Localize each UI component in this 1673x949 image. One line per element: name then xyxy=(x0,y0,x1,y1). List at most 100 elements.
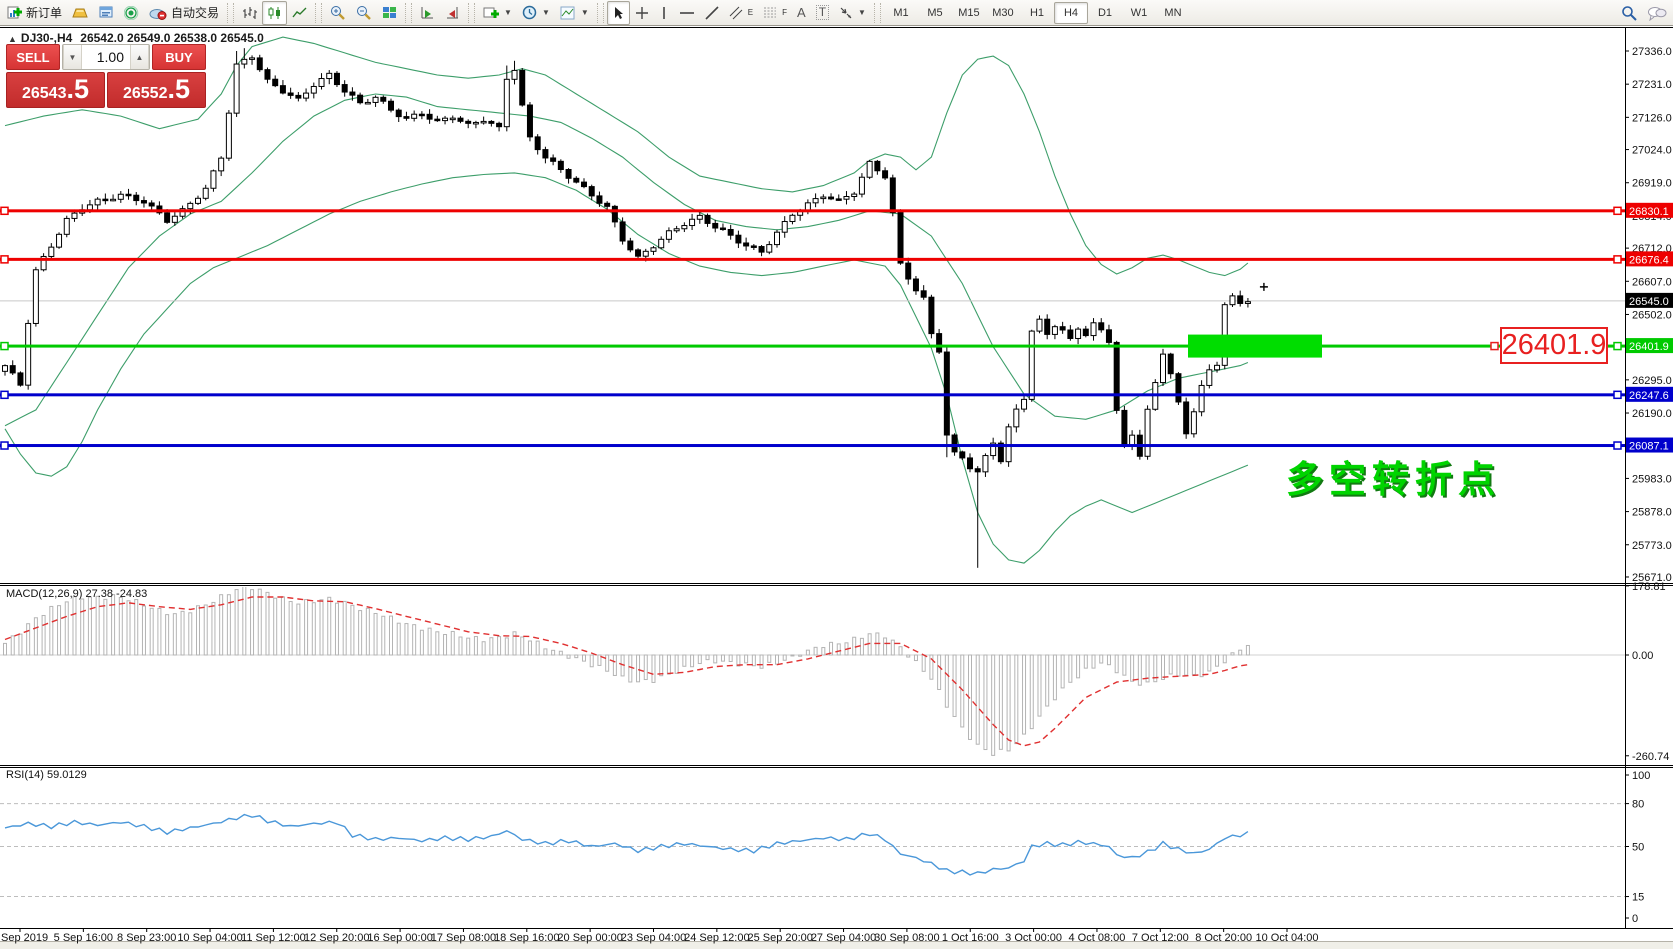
zoom-out-button[interactable] xyxy=(351,1,377,25)
line-anchor[interactable] xyxy=(1613,255,1622,264)
new-chart-button[interactable]: ▼ xyxy=(478,1,517,25)
callout-anchor[interactable] xyxy=(1490,341,1499,351)
line-chart-button[interactable] xyxy=(287,1,312,25)
channel-tool-button[interactable]: E xyxy=(724,1,758,25)
time-tick-label: 10 Oct 04:00 xyxy=(1256,932,1319,944)
auto-scroll-button[interactable] xyxy=(415,1,440,25)
price-tick-label: 26190.0 xyxy=(1632,408,1672,420)
horizontal-line-icon xyxy=(679,11,694,14)
timeframe-M1[interactable]: M1 xyxy=(893,6,909,19)
line-anchor[interactable] xyxy=(1613,341,1622,351)
timeframe-H4[interactable]: H4 xyxy=(1053,1,1088,24)
bar-chart-button[interactable] xyxy=(237,1,262,25)
horizontal-line-26247.6[interactable] xyxy=(0,393,1625,397)
cursor-tool-button[interactable] xyxy=(606,0,630,25)
market-depth-button[interactable] xyxy=(93,1,119,25)
new-chart-icon xyxy=(483,7,500,18)
price-tick-label: 26919.0 xyxy=(1632,178,1672,190)
price-line-label: 26545.0 xyxy=(1626,292,1673,308)
macd-signal-line xyxy=(4,596,1248,747)
macd-axis-label: 0.00 xyxy=(1632,650,1653,662)
price-alert-button[interactable] xyxy=(67,1,93,25)
rsi-header: RSI(14) 59.0129 xyxy=(6,769,87,781)
zoom-in-button[interactable] xyxy=(325,1,351,25)
timeframe-M5[interactable]: M5 xyxy=(927,6,943,19)
price-tick-label: 26502.0 xyxy=(1632,309,1672,321)
dropdown-arrow-icon: ▼ xyxy=(504,8,512,17)
collapse-icon[interactable]: ▲ xyxy=(8,34,17,44)
highlight-rectangle[interactable] xyxy=(1188,334,1322,358)
timeframe-M30[interactable]: M30 xyxy=(992,6,1014,19)
search-icon[interactable] xyxy=(1621,5,1637,21)
time-tick-label: 16 Sep 00:00 xyxy=(367,932,432,944)
line-anchor[interactable] xyxy=(0,255,9,264)
sell-price[interactable]: 26543.5 xyxy=(6,72,105,108)
chat-icon[interactable] xyxy=(1647,6,1667,21)
price-line-label: 26401.9 xyxy=(1626,338,1673,354)
macd-header: MACD(12,26,9) 27.38 -24.83 xyxy=(6,588,148,600)
price-tick-label: 25773.0 xyxy=(1632,540,1672,552)
line-anchor[interactable] xyxy=(0,390,9,400)
timeframe-M15[interactable]: M15 xyxy=(958,6,980,19)
arrow-tools-button[interactable]: ▼ xyxy=(834,1,871,25)
trendline-tool-button[interactable] xyxy=(700,1,724,25)
time-tick-label: 5 Sep 16:00 xyxy=(54,932,113,944)
price-tick-label: 25671.0 xyxy=(1632,572,1672,584)
horizontal-line-tool-button[interactable] xyxy=(674,1,700,25)
sell-button[interactable]: SELL xyxy=(6,44,60,70)
candlestick-chart-button[interactable] xyxy=(262,0,288,25)
volume-down-button[interactable]: ▼ xyxy=(63,45,82,69)
signals-button[interactable] xyxy=(119,1,144,25)
price-pane[interactable] xyxy=(0,36,1625,568)
buy-price[interactable]: 26552.5 xyxy=(107,72,206,108)
line-anchor[interactable] xyxy=(1613,441,1622,450)
line-anchor[interactable] xyxy=(1613,390,1622,400)
status-bar xyxy=(0,941,1673,949)
chart-shift-button[interactable] xyxy=(440,1,465,25)
line-anchor[interactable] xyxy=(0,341,9,351)
price-callout-label[interactable]: 26401.9 xyxy=(1500,327,1608,364)
rsi-pane[interactable] xyxy=(0,803,1625,898)
horizontal-line-26087.1[interactable] xyxy=(0,444,1625,448)
timeframe-H1[interactable]: H1 xyxy=(1029,6,1044,19)
volume-up-button[interactable]: ▲ xyxy=(130,45,149,69)
timeframe-W1[interactable]: W1 xyxy=(1130,6,1148,19)
svg-text:26401.9: 26401.9 xyxy=(1629,341,1669,353)
time-tick-label: 27 Sep 04:00 xyxy=(811,932,876,944)
chart-annotation-text[interactable]: 多空转折点 xyxy=(1286,459,1501,500)
periods-button[interactable]: ▼ xyxy=(517,1,555,25)
horizontal-line-26676.4[interactable] xyxy=(0,257,1625,261)
line-anchor[interactable] xyxy=(1613,206,1622,216)
crosshair-tool-button[interactable] xyxy=(630,1,654,25)
toolbar-separator xyxy=(596,2,604,23)
horizontal-line-26401.9[interactable] xyxy=(0,344,1625,348)
autotrading-button[interactable]: 自动交易 xyxy=(144,1,224,25)
toolbar-separator xyxy=(227,2,235,23)
fibonacci-tool-button[interactable]: F xyxy=(758,1,792,25)
line-anchor[interactable] xyxy=(0,441,9,450)
macd-axis-label: -260.74 xyxy=(1632,751,1669,763)
indicators-button[interactable]: ▼ xyxy=(555,1,594,25)
timeframe-group: M1 M5 M15 M30 H1 H4 D1 W1 MN xyxy=(884,1,1190,25)
new-order-button[interactable]: 新订单 xyxy=(2,1,67,25)
time-tick-label: 17 Sep 08:00 xyxy=(431,932,496,944)
time-tick-label: 4 Oct 08:00 xyxy=(1069,932,1126,944)
macd-axis-label: 178.81 xyxy=(1632,581,1666,593)
vertical-line-tool-button[interactable] xyxy=(654,1,674,25)
horizontal-line-26830.1[interactable] xyxy=(0,209,1625,213)
text-tool-button[interactable]: A xyxy=(792,1,811,25)
label-tool-button[interactable]: T xyxy=(811,1,834,25)
buy-button[interactable]: BUY xyxy=(152,44,206,70)
market-depth-icon xyxy=(98,6,114,20)
price-axis[interactable]: 27336.027231.027126.027024.026919.026814… xyxy=(1625,46,1673,584)
timeframe-MN[interactable]: MN xyxy=(1164,6,1182,19)
macd-pane[interactable] xyxy=(0,586,1625,756)
line-anchor[interactable] xyxy=(0,206,9,216)
svg-text:26247.6: 26247.6 xyxy=(1629,390,1669,402)
tile-windows-icon xyxy=(383,6,397,18)
tile-windows-button[interactable] xyxy=(377,1,402,25)
volume-input[interactable]: 1.00 xyxy=(96,49,124,65)
timeframe-D1[interactable]: D1 xyxy=(1097,6,1112,19)
